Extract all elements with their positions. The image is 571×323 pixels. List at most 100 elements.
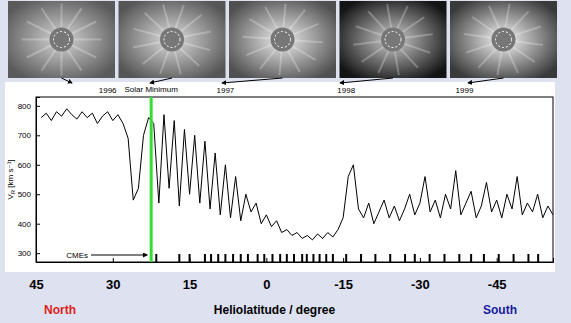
streamer (466, 44, 492, 53)
streamer (246, 45, 271, 55)
cme-tick (263, 254, 265, 262)
cme-tick (279, 254, 281, 262)
direction-label: South (483, 303, 517, 317)
x-tick-mark (36, 258, 37, 262)
x-tick-label: 15 (183, 277, 197, 292)
cme-tick (189, 254, 191, 262)
streamer (260, 49, 276, 69)
coronagraph-image (340, 1, 447, 78)
y-tick: 600 (18, 161, 40, 170)
streamer (184, 32, 211, 37)
streamer (175, 51, 181, 74)
streamer (505, 4, 509, 28)
cme-tick (224, 254, 226, 262)
x-tick: 30 (106, 258, 120, 292)
cme-tick (293, 254, 295, 262)
streamer (511, 11, 529, 30)
streamer (27, 22, 51, 34)
cme-pointer (91, 255, 147, 256)
cme-tick (271, 254, 273, 262)
cme-tick (319, 254, 321, 262)
background (0, 0, 571, 323)
y-tick-label: 800 (18, 102, 32, 111)
streamer (249, 19, 272, 33)
cme-tick (374, 254, 376, 262)
streamer (400, 49, 417, 68)
streamer (353, 41, 381, 45)
x-axis: 4530150-15-30-45 (29, 258, 553, 292)
y-tick: 800 (18, 102, 40, 111)
sun-limb (164, 32, 180, 48)
image-frame (450, 1, 557, 78)
occulter (50, 28, 74, 52)
y-tick-label: 600 (18, 161, 32, 170)
coronagraph-image (119, 1, 226, 78)
streamer (176, 5, 184, 28)
sun-limb (275, 32, 291, 48)
y-tick-mark (36, 253, 40, 254)
y-axis: 300400500600700800 (18, 98, 40, 263)
direction-label: North (44, 303, 76, 317)
streamer (294, 40, 322, 42)
x-tick-label: 45 (29, 277, 43, 292)
streamer (356, 26, 382, 35)
streamer (181, 15, 202, 31)
cme-tick (443, 254, 445, 262)
x-tick-mark (420, 258, 421, 262)
streamer (478, 49, 496, 68)
cme-tick (178, 254, 180, 262)
streamer (387, 4, 391, 28)
cme-tick (306, 254, 308, 262)
streamer (160, 51, 168, 74)
sun-limb (385, 32, 401, 48)
x-tick: -45 (488, 258, 507, 292)
x-tick: -15 (334, 258, 353, 292)
cme-tick (414, 254, 416, 262)
cme-tick (247, 254, 249, 262)
streamer (72, 46, 96, 58)
streamer (134, 29, 161, 36)
occulter (271, 28, 295, 52)
streamer (464, 34, 492, 38)
cme-tick (325, 254, 327, 262)
y-tick-mark (36, 165, 40, 166)
image-pointer (150, 78, 172, 83)
streamer (515, 41, 543, 45)
cme-tick (483, 254, 485, 262)
streamer (61, 4, 63, 28)
image-frame (119, 1, 226, 78)
x-tick-label: 0 (263, 277, 270, 292)
plot-marks (41, 97, 553, 262)
y-tick-mark (36, 135, 40, 136)
streamer (395, 51, 399, 75)
streamer (133, 42, 160, 47)
streamer (515, 26, 541, 35)
streamer (497, 51, 501, 75)
x-tick: 0 (263, 258, 270, 292)
occulter (160, 28, 184, 52)
year-label: 1998 (337, 86, 355, 95)
y-tick-label: 300 (18, 249, 32, 258)
cme-tick (498, 254, 500, 262)
streamer (513, 47, 535, 62)
y-axis-line (37, 98, 41, 263)
streamer (397, 6, 407, 28)
image-frame (8, 1, 115, 78)
cme-tick (204, 254, 206, 262)
x-tick-mark (190, 258, 191, 262)
streamer (22, 39, 50, 41)
year-label: 1997 (216, 86, 234, 95)
cme-tick (537, 254, 539, 262)
image-pointer (468, 78, 504, 83)
streamer (243, 37, 271, 39)
streamer (288, 50, 300, 72)
streamer (404, 44, 430, 53)
occulter (492, 28, 516, 52)
x-tick-label: 30 (106, 277, 120, 292)
streamer (279, 51, 281, 75)
cme-tick (404, 254, 406, 262)
streamer (293, 24, 318, 34)
cme-tick (286, 254, 288, 262)
streamer (472, 17, 494, 32)
x-tick-mark (113, 258, 114, 262)
